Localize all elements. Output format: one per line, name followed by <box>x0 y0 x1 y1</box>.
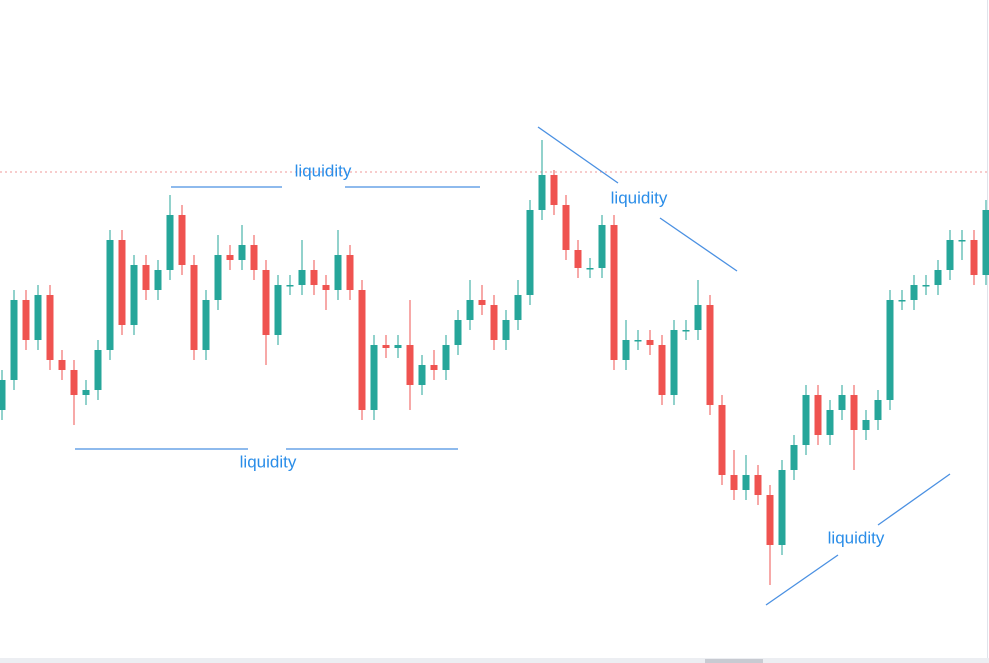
candle-body <box>238 245 246 260</box>
candle-body <box>10 300 18 380</box>
candle-body <box>850 395 858 430</box>
candle-body <box>922 285 930 287</box>
candle-body <box>298 270 306 285</box>
candle-body <box>358 290 366 410</box>
candle-body <box>34 295 42 340</box>
liquidity-line <box>765 554 839 606</box>
candle-body <box>190 265 198 350</box>
candle-body <box>466 300 474 320</box>
scroll-thumb <box>705 659 763 663</box>
candle-body <box>802 395 810 445</box>
candle-body <box>790 445 798 470</box>
bottom-bar <box>0 658 989 663</box>
candle-body <box>406 345 414 385</box>
candle-body <box>586 268 594 270</box>
candle-body <box>754 475 762 495</box>
candle-body <box>382 345 390 348</box>
candle-body <box>778 470 786 545</box>
candle-body <box>730 475 738 490</box>
candle-body <box>322 285 330 290</box>
candle-body <box>490 305 498 340</box>
candle-body <box>310 270 318 285</box>
candle-body <box>982 210 989 275</box>
candle-body <box>910 285 918 300</box>
candle-body <box>262 270 270 335</box>
candle-body <box>574 250 582 268</box>
candle-body <box>682 330 690 332</box>
candle-body <box>70 370 78 395</box>
candle-body <box>670 330 678 395</box>
candle-body <box>826 410 834 435</box>
candle-body <box>646 340 654 345</box>
candle-body <box>22 300 30 340</box>
candle-body <box>286 285 294 287</box>
candle-body <box>226 255 234 260</box>
candle-body <box>958 240 966 242</box>
candle-body <box>934 270 942 285</box>
annotation: liquidity <box>240 452 297 471</box>
candle-body <box>658 345 666 395</box>
candle-body <box>442 345 450 370</box>
candle-body <box>94 350 102 390</box>
candle-body <box>550 175 558 205</box>
candle-body <box>394 345 402 348</box>
candles <box>0 140 989 585</box>
candle-body <box>514 295 522 320</box>
candle-body <box>538 175 546 210</box>
candle-body <box>82 390 90 395</box>
annotation: liquidity <box>611 188 668 207</box>
candle-body <box>250 245 258 270</box>
candle-body <box>46 295 54 360</box>
candle-body <box>418 365 426 385</box>
candle-body <box>742 475 750 490</box>
candle-body <box>454 320 462 345</box>
liquidity-line <box>537 126 619 184</box>
candle-body <box>718 405 726 475</box>
candle-body <box>766 495 774 545</box>
candle-body <box>970 240 978 275</box>
candle-body <box>166 215 174 270</box>
candle-body <box>154 270 162 290</box>
annotation: liquidity <box>828 528 885 547</box>
candle-body <box>610 225 618 360</box>
candle-body <box>106 240 114 350</box>
candle-body <box>862 420 870 430</box>
candle-body <box>814 395 822 435</box>
candle-body <box>622 340 630 360</box>
candle-body <box>562 205 570 250</box>
candle-body <box>370 345 378 410</box>
candle-body <box>430 365 438 370</box>
candle-body <box>598 225 606 268</box>
candle-body <box>502 320 510 340</box>
candle-body <box>634 340 642 342</box>
annotation: liquidity <box>295 161 352 180</box>
candle-body <box>334 255 342 290</box>
candle-body <box>898 300 906 302</box>
candle-body <box>274 285 282 335</box>
liquidity-line <box>659 217 738 272</box>
candle-body <box>178 215 186 265</box>
candle-body <box>214 255 222 300</box>
candle-body <box>58 360 66 370</box>
liquidity-line <box>877 473 951 526</box>
candle-body <box>0 380 6 410</box>
candle-body <box>130 265 138 325</box>
candle-body <box>706 305 714 405</box>
candle-body <box>346 255 354 290</box>
candle-body <box>694 305 702 330</box>
candle-body <box>118 240 126 325</box>
candle-body <box>946 240 954 270</box>
candle-body <box>202 300 210 350</box>
candle-body <box>874 400 882 420</box>
candle-body <box>526 210 534 295</box>
candle-body <box>838 395 846 410</box>
candle-body <box>886 300 894 400</box>
candle-body <box>478 300 486 305</box>
candle-body <box>142 265 150 290</box>
